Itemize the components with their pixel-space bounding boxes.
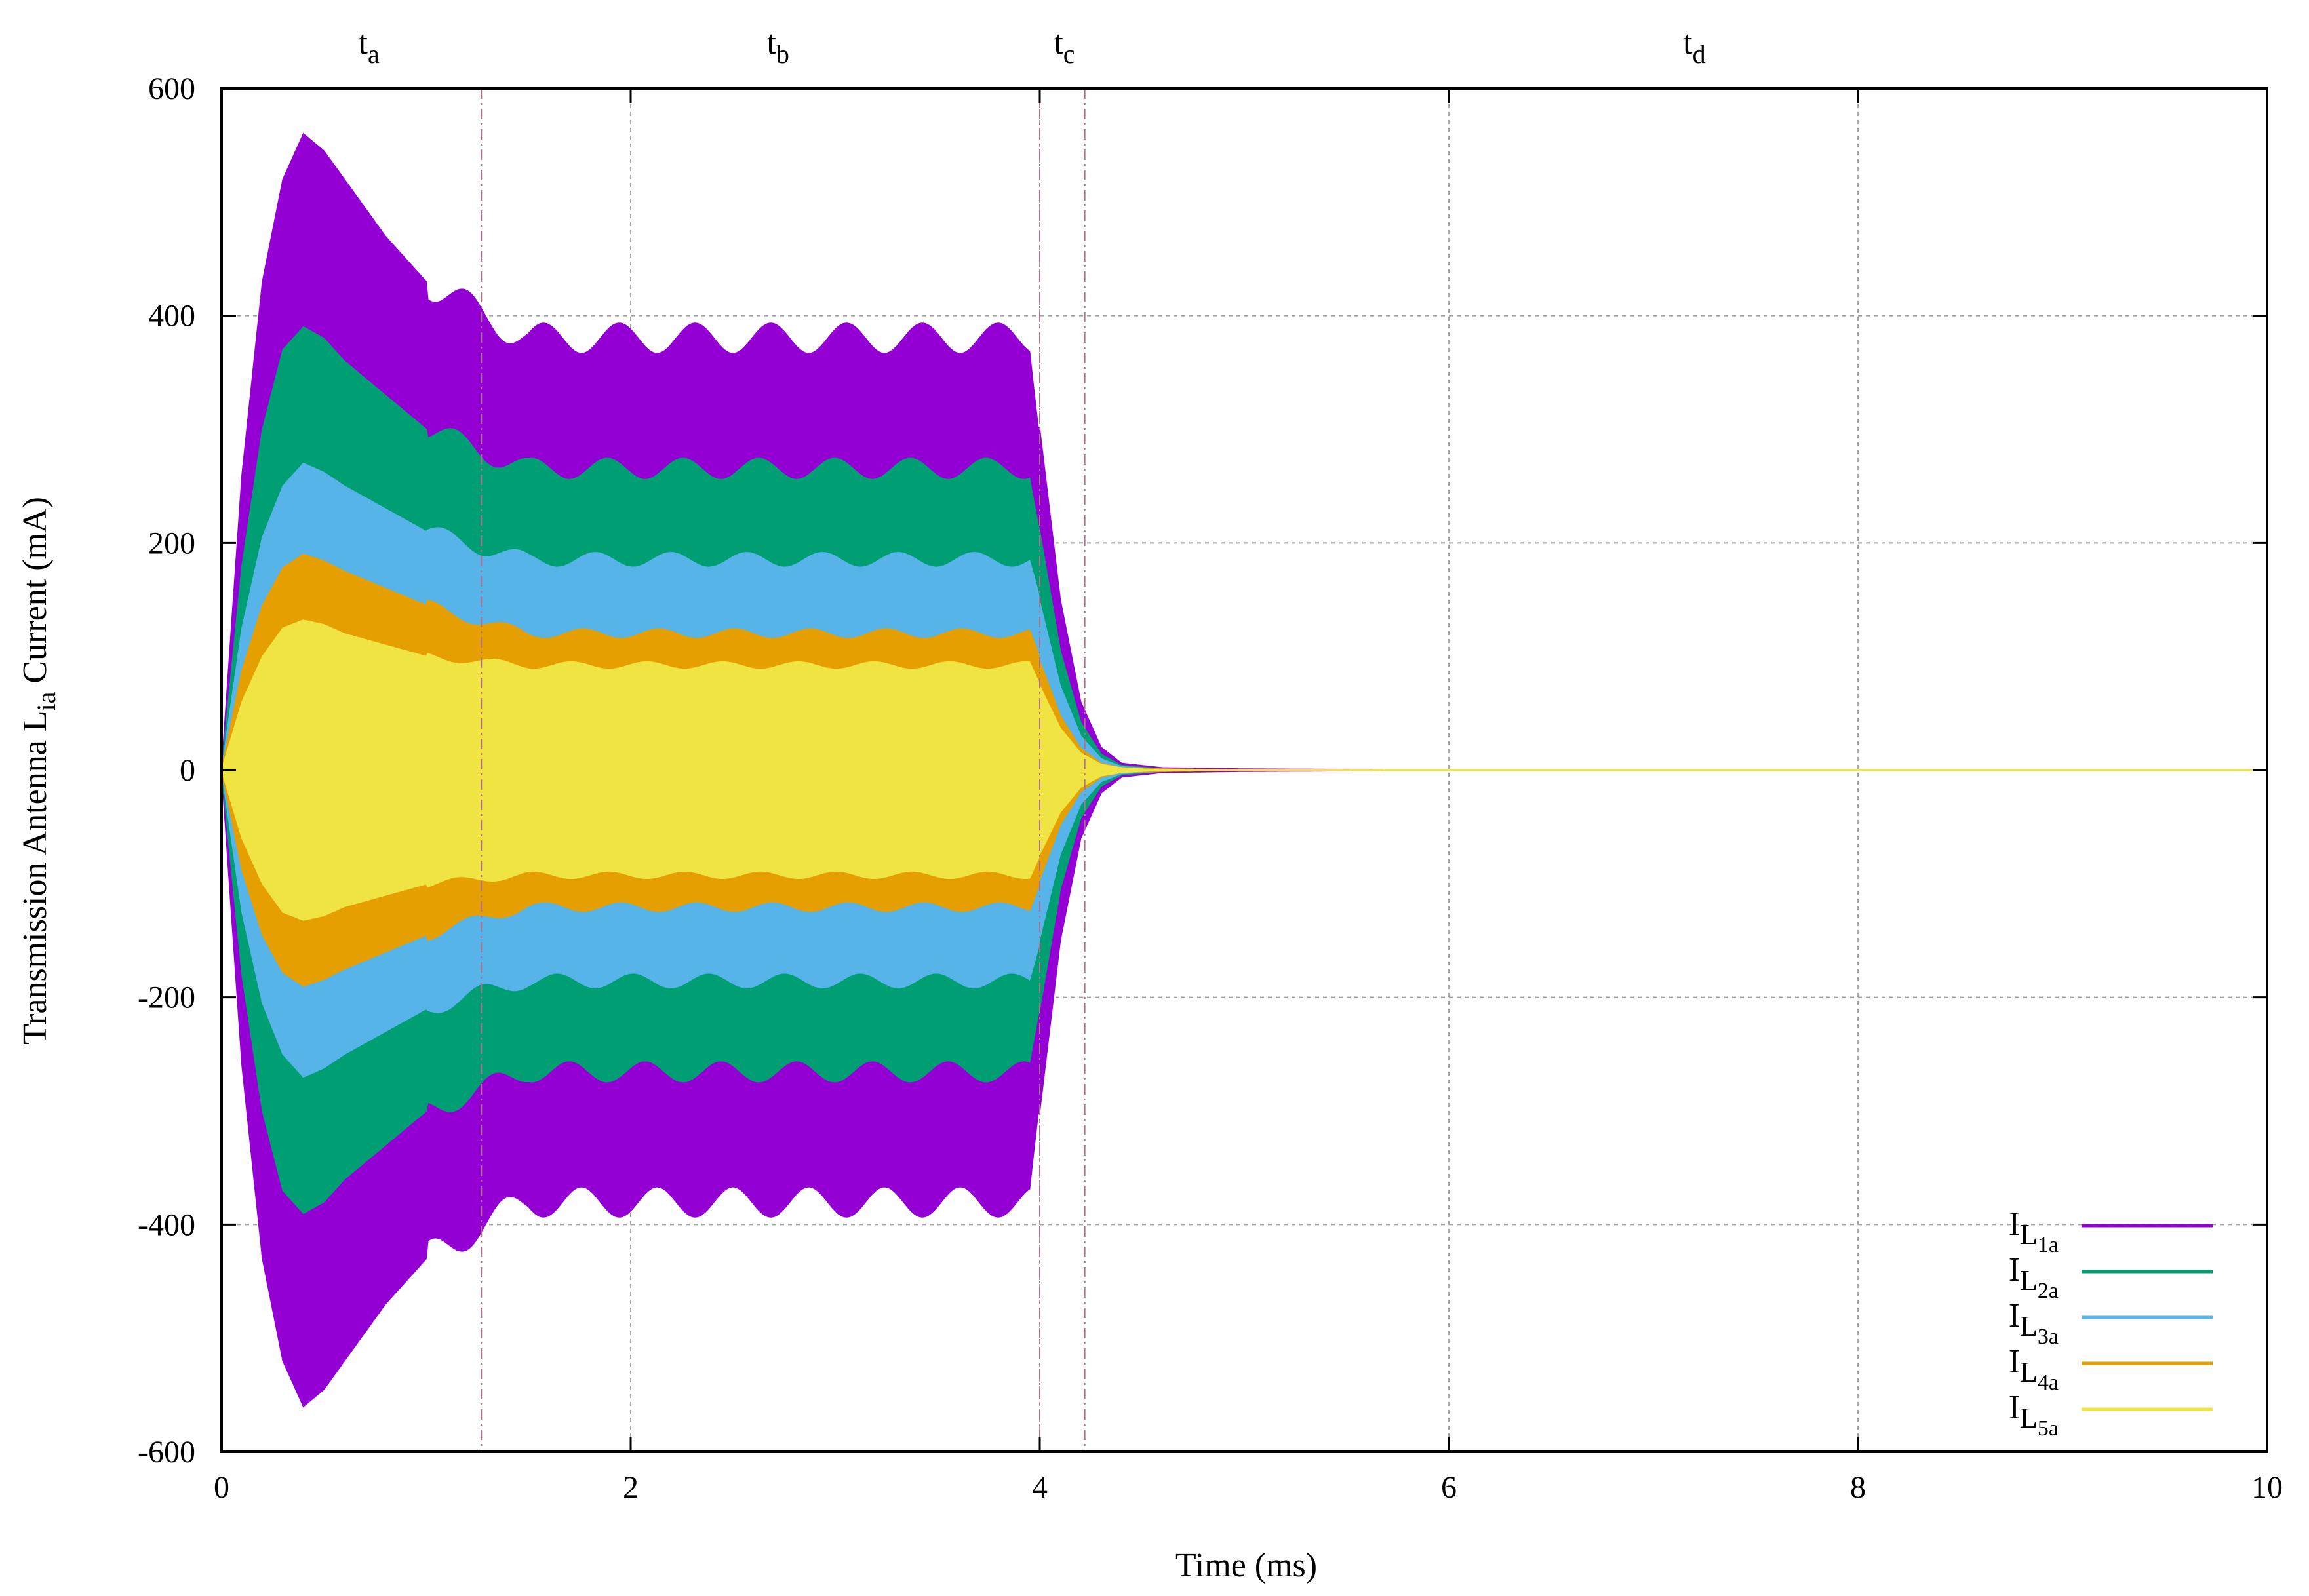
- y-tick-label: 600: [148, 71, 195, 106]
- phase-label-td: td: [1683, 24, 1705, 69]
- y-tick-label: 0: [180, 753, 195, 788]
- series-envelopes: [220, 132, 2267, 1408]
- legend-label-symbol: I: [2009, 1251, 2020, 1289]
- x-axis-label: Time (ms): [1175, 1547, 1317, 1584]
- phase-label-letter: t: [1054, 24, 1063, 62]
- legend-label-name: L: [2020, 1218, 2038, 1251]
- x-tick-label: 6: [1441, 1470, 1457, 1505]
- legend-label-1a: IL1a: [2009, 1205, 2059, 1257]
- y-tick-label: -200: [138, 981, 195, 1015]
- legend-label-subscript: 5a: [2038, 1416, 2059, 1441]
- x-tick-label: 10: [2251, 1470, 2283, 1505]
- phase-label-tc: tc: [1054, 24, 1075, 69]
- legend-label-subscript: 4a: [2038, 1371, 2059, 1395]
- y-axis-label-subscript: ia: [31, 691, 61, 710]
- phase-label-letter: t: [359, 24, 368, 62]
- legend-label-5a: IL5a: [2009, 1389, 2059, 1441]
- legend-label-subscript: 1a: [2038, 1233, 2059, 1257]
- y-axis-label: Transmission Antenna Lia Current (mA): [16, 497, 61, 1045]
- x-tick-label: 2: [623, 1470, 639, 1505]
- legend-label-symbol: I: [2009, 1389, 2020, 1426]
- legend-label-name: L: [2020, 1356, 2038, 1388]
- phase-boundaries: [481, 88, 1086, 1452]
- legend-label-symbol: I: [2009, 1205, 2020, 1243]
- axis-ticks: 0 2 4 6 8 10 600 400 200 0 -200 -400 -600: [138, 71, 2283, 1505]
- series-2a-band: [220, 326, 2267, 1215]
- phase-labels: ta tb tc td: [359, 24, 1706, 69]
- y-tick-label: 200: [148, 526, 195, 560]
- phase-label-letter: t: [1683, 24, 1693, 62]
- legend-label-symbol: I: [2009, 1343, 2020, 1380]
- legend-label-symbol: I: [2009, 1297, 2020, 1334]
- series-4a-band: [220, 553, 2267, 987]
- legend-label-name: L: [2020, 1264, 2038, 1296]
- y-axis-label-prefix: Transmission Antenna L: [16, 710, 54, 1044]
- legend-label-4a: IL4a: [2009, 1343, 2059, 1395]
- legend-label-name: L: [2020, 1402, 2038, 1434]
- x-tick-label: 0: [214, 1470, 229, 1505]
- phase-label-ta: ta: [359, 24, 380, 69]
- phase-label-letter: t: [766, 24, 776, 62]
- phase-label-subscript: b: [776, 39, 789, 69]
- legend-label-subscript: 3a: [2038, 1325, 2059, 1349]
- phase-label-subscript: c: [1063, 39, 1075, 69]
- x-tick-label: 4: [1032, 1470, 1048, 1505]
- x-tick-label: 8: [1850, 1470, 1866, 1505]
- y-axis-label-suffix: Current (mA): [16, 497, 54, 691]
- legend-label-3a: IL3a: [2009, 1297, 2059, 1349]
- legend-label-name: L: [2020, 1310, 2038, 1342]
- phase-label-subscript: d: [1693, 39, 1706, 69]
- y-tick-label: 400: [148, 299, 195, 334]
- series-5a-band: [220, 619, 2267, 921]
- phase-label-subscript: a: [368, 39, 380, 69]
- series-3a-band: [220, 462, 2267, 1078]
- y-tick-label: -400: [138, 1207, 195, 1242]
- phase-label-tb: tb: [766, 24, 789, 69]
- y-tick-label: -600: [138, 1435, 195, 1469]
- legend-label-subscript: 2a: [2038, 1279, 2059, 1303]
- legend-label-2a: IL2a: [2009, 1251, 2059, 1303]
